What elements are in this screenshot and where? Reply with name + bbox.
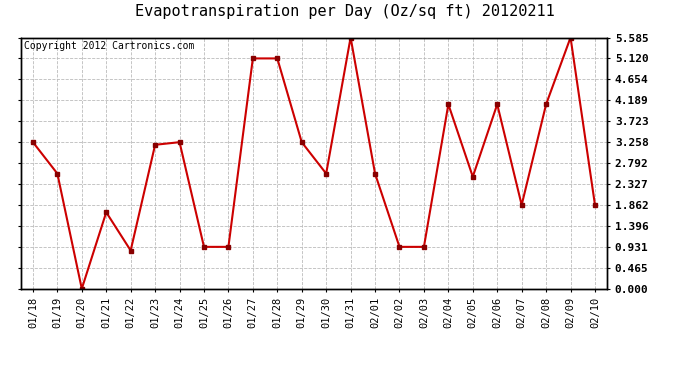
Text: Copyright 2012 Cartronics.com: Copyright 2012 Cartronics.com: [23, 41, 194, 51]
Text: Evapotranspiration per Day (Oz/sq ft) 20120211: Evapotranspiration per Day (Oz/sq ft) 20…: [135, 4, 555, 19]
